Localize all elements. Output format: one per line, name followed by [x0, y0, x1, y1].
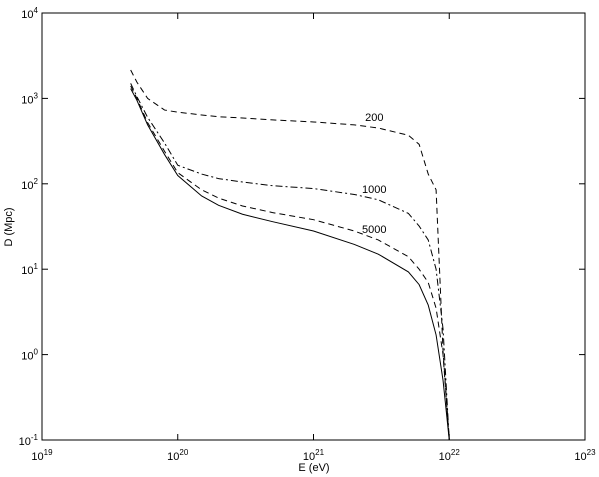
y-tick-label: 104	[21, 6, 38, 21]
y-tick-label: 10-1	[19, 433, 39, 448]
series-line	[130, 69, 450, 441]
x-axis-label: E (eV)	[298, 462, 329, 474]
series-label: 1000	[362, 184, 386, 196]
y-tick-label: 101	[21, 262, 38, 277]
x-tick-label: 1019	[31, 448, 53, 463]
x-tick-label: 1021	[303, 448, 325, 463]
series-label: 5000	[362, 224, 386, 236]
series-line	[130, 85, 450, 441]
x-tick-label: 1020	[167, 448, 189, 463]
series-line	[130, 83, 450, 441]
x-tick-label: 1023	[574, 448, 596, 463]
x-tick-label: 1022	[439, 448, 461, 463]
plot-frame	[41, 12, 586, 441]
y-tick-label: 100	[21, 348, 38, 363]
series-label: 200	[365, 112, 383, 124]
y-axis-label: D (Mpc)	[3, 207, 15, 246]
y-tick-label: 102	[21, 177, 38, 192]
series-line	[130, 88, 450, 441]
y-tick-label: 103	[21, 91, 38, 106]
